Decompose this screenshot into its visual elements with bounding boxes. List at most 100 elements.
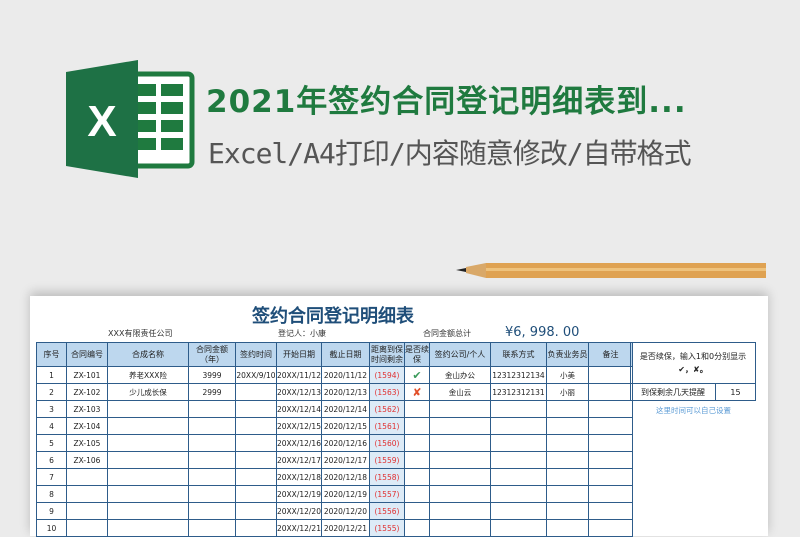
table-cell[interactable]	[489, 502, 547, 520]
table-cell[interactable]: 12312312134	[489, 366, 547, 384]
table-cell[interactable]	[428, 434, 491, 452]
table-cell[interactable]	[587, 366, 633, 384]
table-cell[interactable]	[188, 451, 236, 469]
table-cell[interactable]	[587, 383, 633, 401]
table-cell[interactable]: 金山办公	[428, 366, 491, 384]
table-cell[interactable]	[489, 451, 547, 469]
table-cell[interactable]: 2999	[188, 383, 236, 401]
table-cell[interactable]	[403, 485, 430, 503]
table-cell[interactable]	[188, 434, 236, 452]
table-cell[interactable]	[587, 468, 633, 486]
table-cell[interactable]: 20XX/12/21	[276, 519, 322, 537]
table-cell[interactable]	[107, 468, 189, 486]
table-cell[interactable]: 2020/11/12	[320, 366, 370, 384]
table-cell[interactable]	[545, 451, 589, 469]
table-cell[interactable]: 6	[36, 451, 67, 469]
table-cell[interactable]: 2020/12/18	[320, 468, 370, 486]
table-cell[interactable]: 10	[36, 519, 67, 537]
table-cell[interactable]: (1594)	[368, 366, 405, 384]
table-cell[interactable]	[428, 485, 491, 503]
table-cell[interactable]: (1560)	[368, 434, 405, 452]
table-cell[interactable]: 2020/12/16	[320, 434, 370, 452]
table-cell[interactable]	[545, 400, 589, 418]
table-cell[interactable]	[235, 434, 277, 452]
table-cell[interactable]: ✘	[403, 383, 430, 401]
table-cell[interactable]	[107, 400, 189, 418]
table-cell[interactable]: (1555)	[368, 519, 405, 537]
table-cell[interactable]: 20XX/11/12	[276, 366, 322, 384]
table-cell[interactable]	[428, 519, 491, 537]
table-cell[interactable]	[188, 417, 236, 435]
table-cell[interactable]: 2020/12/15	[320, 417, 370, 435]
table-cell[interactable]	[587, 417, 633, 435]
table-cell[interactable]: 20XX/12/15	[276, 417, 322, 435]
table-cell[interactable]	[107, 485, 189, 503]
table-cell[interactable]	[489, 417, 547, 435]
table-cell[interactable]	[587, 485, 633, 503]
table-cell[interactable]: (1563)	[368, 383, 405, 401]
table-cell[interactable]: 5	[36, 434, 67, 452]
table-cell[interactable]: 金山云	[428, 383, 491, 401]
table-cell[interactable]	[587, 502, 633, 520]
table-cell[interactable]	[545, 468, 589, 486]
table-cell[interactable]: 20XX/12/18	[276, 468, 322, 486]
table-cell[interactable]	[428, 451, 491, 469]
table-cell[interactable]	[403, 451, 430, 469]
table-cell[interactable]: 20XX/12/19	[276, 485, 322, 503]
table-cell[interactable]: 20XX/9/10	[235, 366, 277, 384]
table-cell[interactable]	[545, 417, 589, 435]
table-cell[interactable]	[403, 434, 430, 452]
table-cell[interactable]: ZX-104	[66, 417, 108, 435]
table-cell[interactable]: 20XX/12/20	[276, 502, 322, 520]
table-cell[interactable]: ZX-101	[66, 366, 108, 384]
table-cell[interactable]	[428, 502, 491, 520]
table-cell[interactable]	[188, 468, 236, 486]
table-cell[interactable]: 小美	[545, 366, 589, 384]
table-cell[interactable]: 2	[36, 383, 67, 401]
table-cell[interactable]	[235, 519, 277, 537]
table-cell[interactable]	[107, 519, 189, 537]
table-cell[interactable]: 2020/12/14	[320, 400, 370, 418]
table-cell[interactable]: 20XX/12/14	[276, 400, 322, 418]
table-cell[interactable]	[403, 400, 430, 418]
table-cell[interactable]	[188, 502, 236, 520]
table-cell[interactable]: ZX-105	[66, 434, 108, 452]
table-cell[interactable]	[403, 502, 430, 520]
table-cell[interactable]: 20XX/12/16	[276, 434, 322, 452]
table-cell[interactable]: 9	[36, 502, 67, 520]
table-cell[interactable]: (1562)	[368, 400, 405, 418]
table-cell[interactable]: 8	[36, 485, 67, 503]
table-cell[interactable]	[107, 417, 189, 435]
table-cell[interactable]	[428, 417, 491, 435]
table-cell[interactable]: 20XX/12/17	[276, 451, 322, 469]
table-cell[interactable]: (1558)	[368, 468, 405, 486]
table-cell[interactable]	[107, 451, 189, 469]
table-cell[interactable]	[489, 434, 547, 452]
table-cell[interactable]	[587, 451, 633, 469]
remind-days-input[interactable]: 15	[715, 383, 756, 401]
table-cell[interactable]	[545, 485, 589, 503]
table-cell[interactable]	[235, 468, 277, 486]
table-cell[interactable]	[188, 519, 236, 537]
table-cell[interactable]	[235, 451, 277, 469]
table-cell[interactable]	[587, 519, 633, 537]
table-cell[interactable]: 2020/12/19	[320, 485, 370, 503]
table-cell[interactable]	[188, 485, 236, 503]
table-cell[interactable]	[403, 468, 430, 486]
table-cell[interactable]	[235, 400, 277, 418]
table-cell[interactable]	[107, 502, 189, 520]
table-cell[interactable]	[545, 502, 589, 520]
table-cell[interactable]: 4	[36, 417, 67, 435]
table-cell[interactable]	[489, 485, 547, 503]
table-cell[interactable]	[545, 434, 589, 452]
table-cell[interactable]	[403, 519, 430, 537]
table-cell[interactable]	[66, 468, 108, 486]
table-cell[interactable]: 7	[36, 468, 67, 486]
table-cell[interactable]	[489, 468, 547, 486]
table-cell[interactable]: ✔	[403, 366, 430, 384]
table-cell[interactable]: 1	[36, 366, 67, 384]
table-cell[interactable]	[235, 502, 277, 520]
table-cell[interactable]	[428, 400, 491, 418]
table-cell[interactable]: (1559)	[368, 451, 405, 469]
table-cell[interactable]	[403, 417, 430, 435]
